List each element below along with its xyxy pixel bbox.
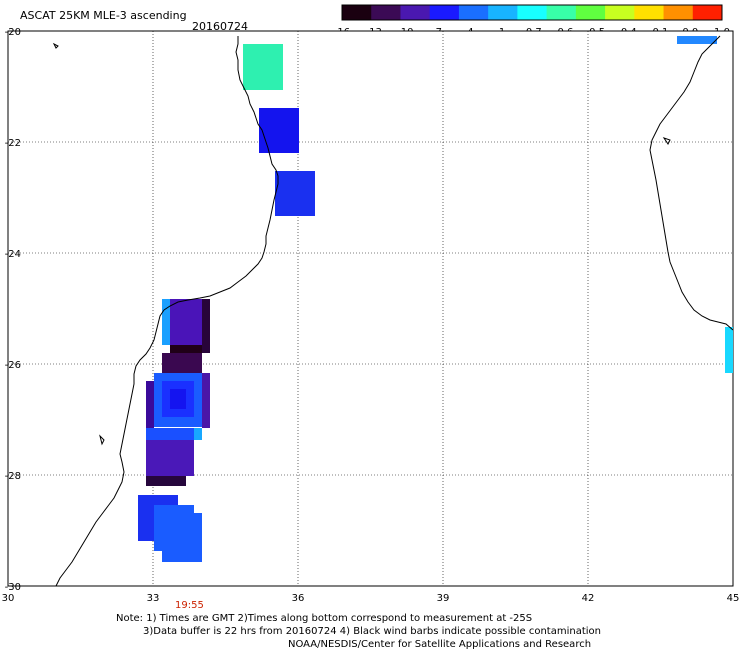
x-tick-label: 39	[437, 593, 450, 604]
colorbar-swatch	[634, 5, 665, 20]
island	[662, 137, 671, 145]
colorbar-swatch	[429, 5, 460, 20]
data-cell	[162, 353, 202, 373]
data-cell	[146, 381, 154, 429]
colorbar-swatch	[458, 5, 489, 20]
data-cell	[162, 513, 202, 562]
colorbar-swatch	[371, 5, 401, 20]
chart-title: ASCAT 25KM MLE-3 ascending	[20, 9, 187, 22]
data-cell	[170, 345, 210, 353]
x-tick-label: 30	[2, 593, 15, 604]
y-tick-label: -22	[5, 138, 21, 149]
graticule	[8, 31, 733, 586]
colorbar-swatch	[400, 5, 431, 20]
x-tick-label: 45	[727, 593, 740, 604]
colorbar-frame	[341, 4, 723, 21]
coastline-madagascar	[649, 35, 734, 331]
x-tick-label: 33	[147, 593, 160, 604]
data-cell	[146, 428, 194, 440]
data-cell	[259, 108, 299, 153]
chart-date: 20160724	[192, 20, 248, 33]
x-tick-label: 36	[292, 593, 305, 604]
y-tick-label: -20	[5, 27, 21, 38]
y-tick-label: -26	[5, 360, 21, 371]
coastline-africa	[55, 36, 279, 587]
colorbar-swatch	[342, 5, 372, 20]
data-cell	[725, 327, 733, 373]
colorbar-swatch	[692, 5, 723, 20]
data-cell	[194, 428, 202, 440]
island	[52, 42, 59, 49]
wind-data-cells	[138, 36, 733, 562]
data-cell	[202, 299, 210, 353]
data-cell	[275, 171, 315, 216]
colorbar-swatch	[546, 5, 577, 20]
y-tick-label: -28	[5, 471, 21, 482]
y-tick-label: -30	[5, 582, 21, 593]
colorbar-swatch	[488, 5, 518, 20]
data-cell	[243, 44, 283, 90]
data-cell	[146, 440, 194, 476]
colorbar-swatch	[605, 5, 635, 20]
y-tick-label: -24	[5, 249, 21, 260]
y-axis: -20 -22 -24 -26 -28 -30	[5, 27, 21, 593]
x-axis: 30 33 36 39 42 45	[2, 593, 740, 604]
island	[99, 434, 105, 446]
note-line-3: NOAA/NESDIS/Center for Satellite Applica…	[288, 639, 592, 650]
colorbar-swatch	[663, 5, 694, 20]
colorbar-swatch	[575, 5, 606, 20]
colorbar-swatch	[517, 5, 548, 20]
x-tick-label: 42	[582, 593, 595, 604]
data-cell	[170, 389, 186, 409]
data-cell	[202, 373, 210, 428]
data-cell	[677, 36, 717, 44]
note-line-2: 3)Data buffer is 22 hrs from 20160724 4)…	[143, 626, 601, 637]
note-line-1: Note: 1) Times are GMT 2)Times along bot…	[116, 613, 533, 624]
plot-frame	[7, 30, 734, 587]
pass-time-label: 19:55	[175, 600, 204, 611]
data-cell	[162, 299, 170, 345]
data-cell	[146, 476, 186, 486]
